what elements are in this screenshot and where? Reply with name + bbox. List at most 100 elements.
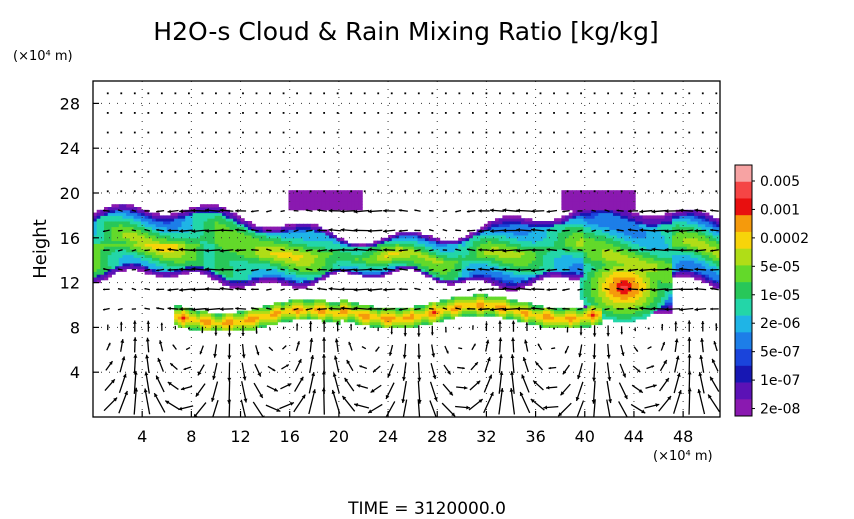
field-cell [697,263,703,267]
field-cell [185,226,190,230]
field-cell [690,221,695,225]
field-cell [343,193,348,197]
field-cell [174,221,179,225]
field-cell [509,240,514,244]
field-cell [605,282,610,286]
field-cell [439,254,444,258]
field-cell [657,218,662,222]
field-cell [247,240,253,244]
field-cell [177,218,183,222]
field-cell [417,251,422,256]
field-cell [506,265,511,270]
field-cell [613,209,618,214]
field-cell [129,221,135,225]
field-cell [107,260,112,264]
field-cell [373,240,378,244]
field-cell [111,251,116,256]
field-cell [251,321,256,326]
field-cell [587,249,592,253]
field-cell [450,271,455,275]
field-cell [203,223,208,228]
field-cell [712,246,717,250]
field-cell [483,313,489,317]
field-cell [609,277,614,281]
field-cell [325,310,330,314]
field-cell [469,302,474,306]
field-cell [126,226,131,230]
field-cell [222,260,227,264]
field-cell [104,246,109,250]
field-cell [694,212,699,216]
field-cell [712,282,717,286]
field-cell [609,209,614,214]
field-cell [214,204,219,208]
field-cell [642,249,647,253]
field-cell [236,260,242,264]
field-cell [126,251,131,256]
field-cell [601,313,607,317]
field-cell [487,257,492,261]
field-cell [332,198,337,202]
field-cell [502,235,507,239]
field-cell [251,254,256,258]
field-cell [295,201,301,205]
field-cell [351,310,356,314]
field-cell [424,246,430,250]
field-cell [207,212,212,216]
field-cell [535,307,540,312]
field-cell [104,237,109,242]
field-cell [354,263,360,267]
field-cell [343,195,348,200]
field-cell [712,229,717,233]
field-cell [229,240,234,244]
field-cell [159,271,164,275]
field-cell [152,221,157,225]
field-cell [708,237,714,242]
field-cell [270,277,275,281]
field-cell [631,265,636,270]
field-cell [668,226,673,230]
field-cell [690,274,695,278]
field-cell [314,316,319,320]
field-cell [247,316,253,320]
field-cell [295,316,301,320]
field-cell [240,240,245,244]
field-cell [624,279,629,284]
field-cell [686,218,691,222]
field-cell [270,268,275,272]
field-cell [332,190,337,194]
field-cell [469,246,474,250]
field-cell [554,268,559,272]
field-cell [196,226,201,230]
field-cell [561,198,566,202]
field-cell [104,263,109,267]
field-cell [207,271,212,275]
field-cell [369,251,374,256]
field-cell [229,271,234,275]
field-cell [517,226,522,230]
field-cell [579,204,585,208]
field-cell [251,324,256,328]
field-cell [321,271,326,275]
field-cell [225,212,230,216]
field-cell [424,307,430,312]
field-cell [653,310,658,314]
field-cell [218,260,223,264]
field-cell [185,246,190,250]
field-cell [495,296,500,300]
field-cell [247,310,253,314]
field-cell [502,237,507,242]
field-cell [177,263,183,267]
field-cell [491,246,496,250]
field-cell [550,235,555,239]
field-cell [627,237,632,242]
field-cell [288,201,293,205]
field-cell [262,254,267,258]
field-cell [620,274,625,278]
field-cell [185,254,190,258]
field-cell [535,257,540,261]
field-cell [447,282,452,286]
field-cell [605,223,610,228]
field-cell [343,240,348,244]
field-cell [546,237,551,242]
